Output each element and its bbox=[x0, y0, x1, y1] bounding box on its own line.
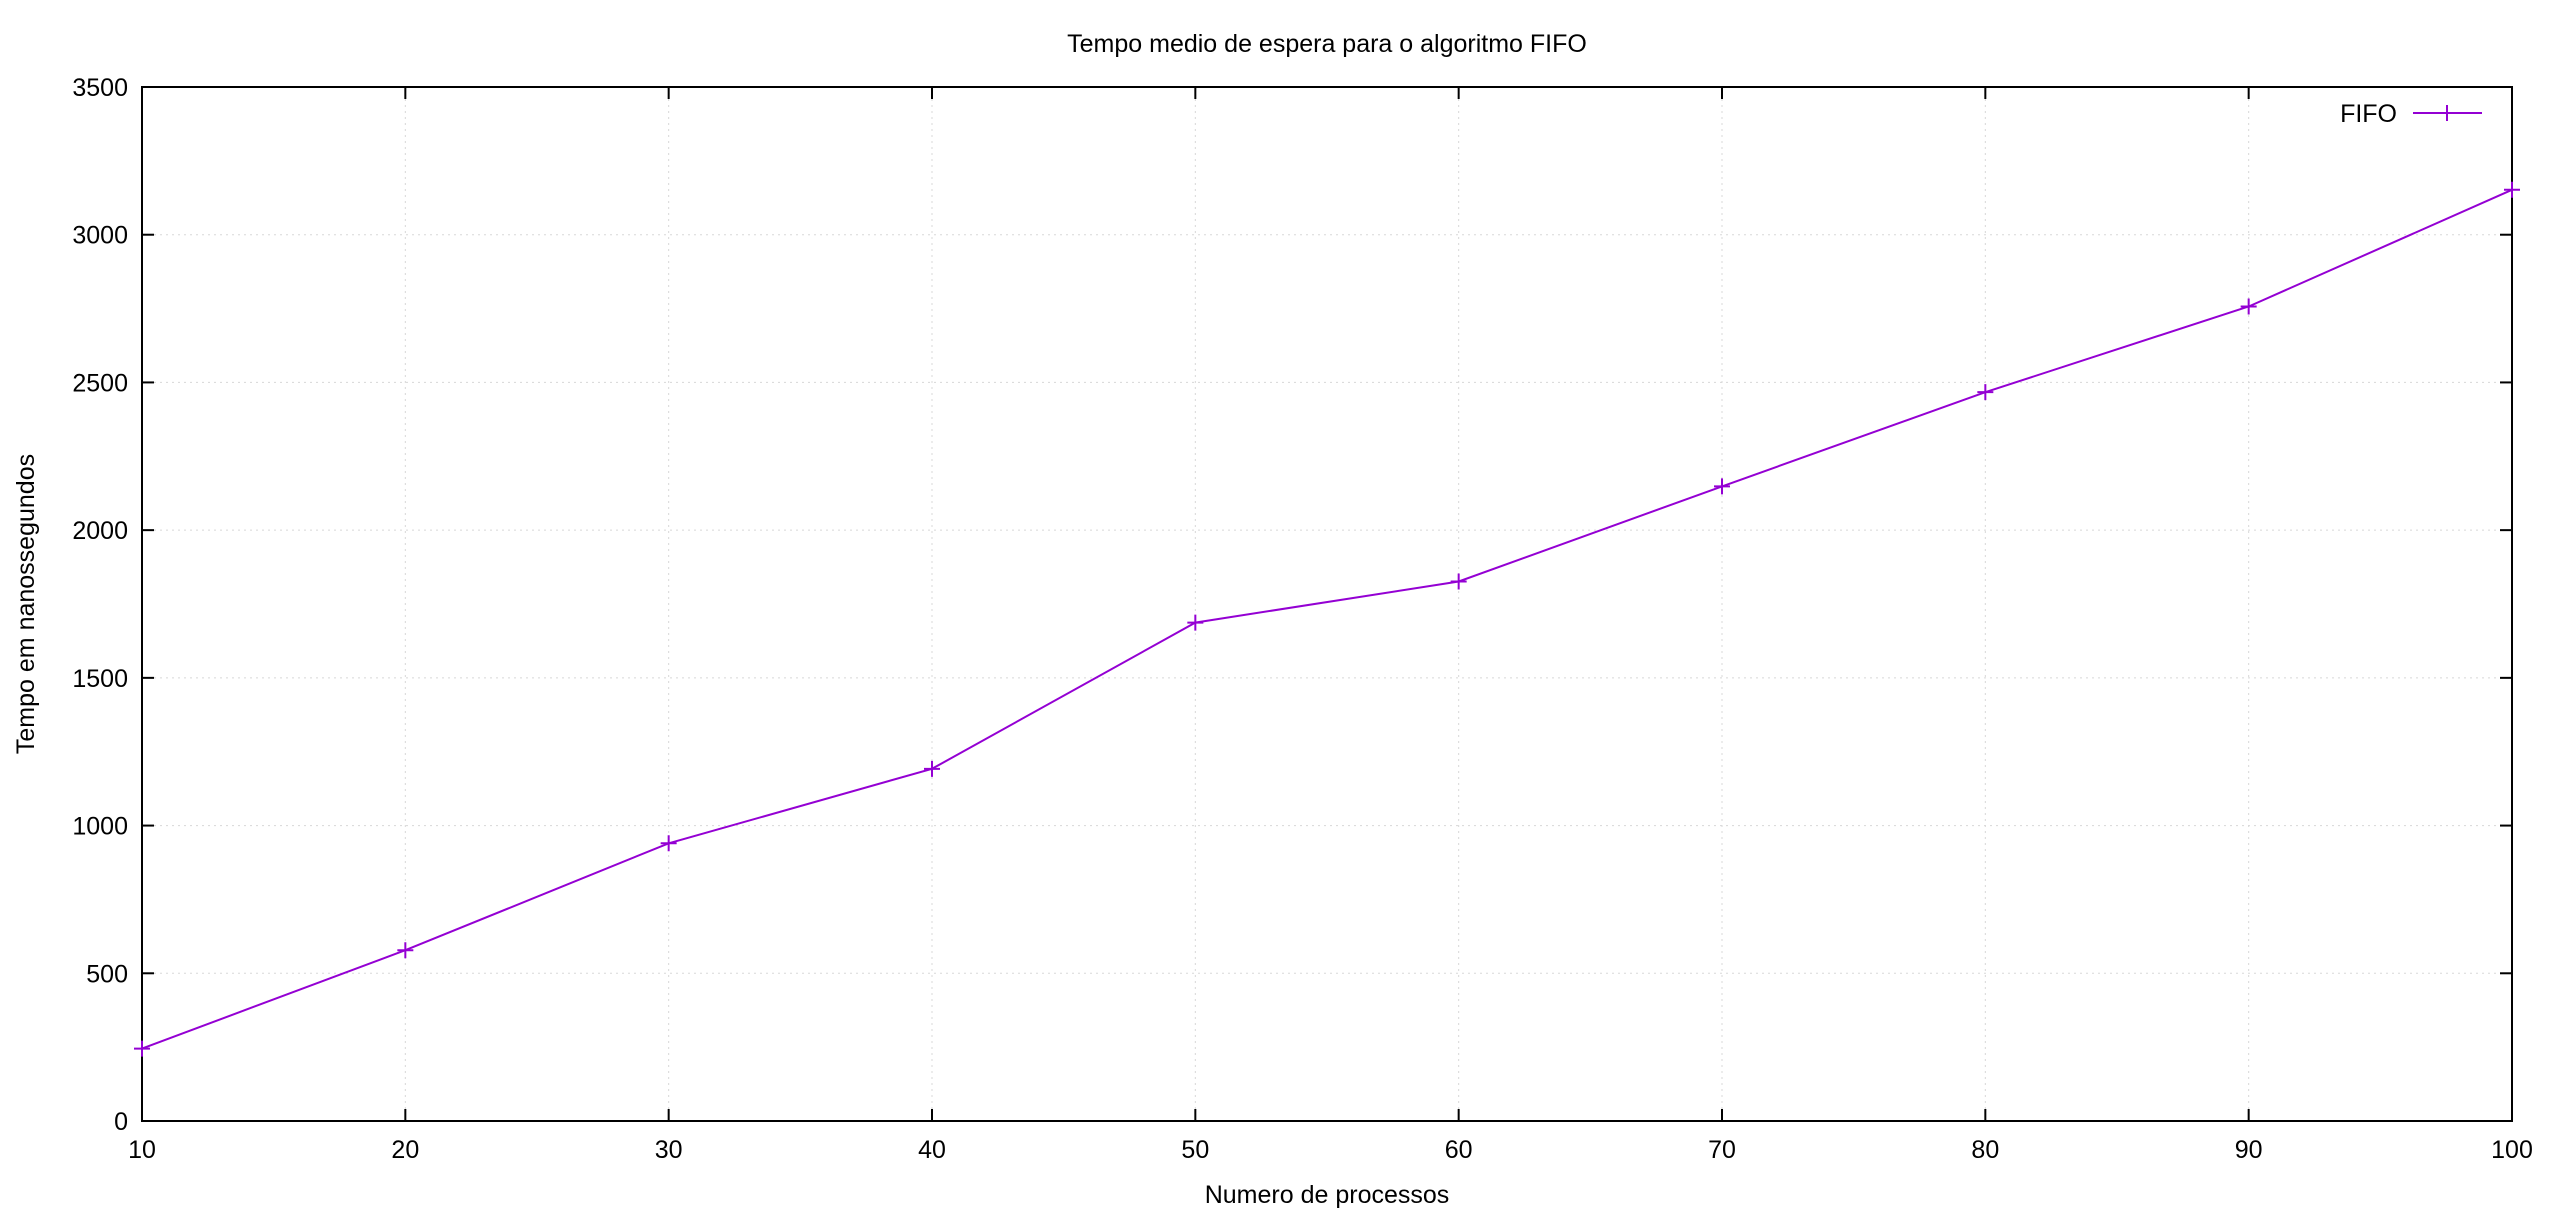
data-point-marker bbox=[2240, 298, 2257, 315]
y-tick-label: 0 bbox=[114, 1108, 128, 1136]
x-tick-label: 60 bbox=[1445, 1136, 1473, 1164]
data-point-marker bbox=[1450, 573, 1467, 590]
x-tick-label: 80 bbox=[1971, 1136, 1999, 1164]
y-tick-label: 1000 bbox=[72, 813, 128, 841]
series-line-fifo bbox=[141, 188, 2513, 1050]
series-layer bbox=[134, 181, 2520, 1057]
x-tick-label: 90 bbox=[2235, 1136, 2263, 1164]
y-tick-label: 3000 bbox=[72, 222, 128, 250]
y-tick-label: 2500 bbox=[72, 369, 128, 397]
x-tick-label: 30 bbox=[655, 1136, 683, 1164]
y-tick-label: 2000 bbox=[72, 517, 128, 545]
plot-area-frame bbox=[141, 86, 2513, 1122]
data-point-marker bbox=[924, 760, 940, 777]
chart-title: Tempo medio de espera para o algoritmo F… bbox=[1067, 30, 1587, 58]
x-tick-label: 20 bbox=[391, 1136, 419, 1164]
x-tick-label: 70 bbox=[1708, 1136, 1736, 1164]
legend-marker-fifo bbox=[2439, 105, 2455, 121]
data-point-marker bbox=[1714, 478, 1730, 495]
y-axis-title: Tempo em nanossegundos bbox=[12, 454, 40, 754]
legend: FIFO bbox=[2340, 100, 2482, 128]
data-point-marker bbox=[134, 1040, 150, 1057]
data-point-marker bbox=[397, 942, 414, 959]
x-tick-label: 50 bbox=[1181, 1136, 1209, 1164]
grid bbox=[142, 87, 2512, 1121]
x-axis-title: Numero de processos bbox=[1205, 1181, 1450, 1209]
x-tick-label: 10 bbox=[128, 1136, 156, 1164]
data-point-marker bbox=[2504, 181, 2520, 198]
y-tick-label: 500 bbox=[86, 960, 128, 988]
x-tick-label: 40 bbox=[918, 1136, 946, 1164]
y-tick-label: 3500 bbox=[72, 74, 128, 102]
legend-label-fifo: FIFO bbox=[2340, 100, 2397, 128]
y-tick-label: 1500 bbox=[72, 665, 128, 693]
data-point-marker bbox=[1187, 614, 1204, 631]
axis-ticks: 10 20 30 40 50 60 70 80 90 1000500100015002000250… bbox=[72, 74, 2532, 1164]
x-tick-label: 100 bbox=[2491, 1136, 2533, 1164]
data-point-marker bbox=[660, 835, 677, 852]
data-point-marker bbox=[1977, 384, 1994, 401]
